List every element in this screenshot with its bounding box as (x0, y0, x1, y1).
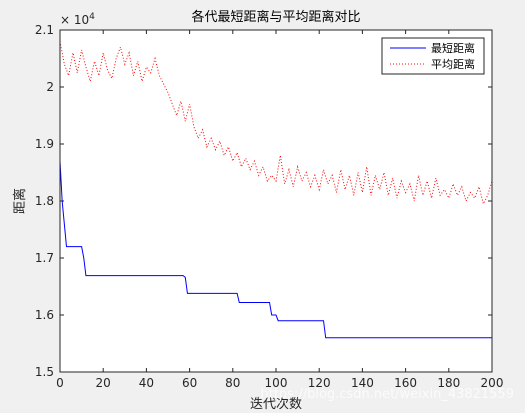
y-tick-label: 2.1 (35, 23, 54, 37)
y-tick-label: 2 (46, 80, 54, 94)
x-tick-label: 40 (139, 376, 154, 390)
x-tick-label: 120 (308, 376, 331, 390)
x-tick-label: 180 (437, 376, 460, 390)
y-axis-label: 距离 (12, 188, 28, 214)
y-axis-ticks: 1.5 1.6 1.7 1.8 1.9 2 2.1 (35, 23, 492, 379)
series-line-1 (59, 41, 493, 206)
series-layer (59, 41, 493, 339)
legend-label-shortest: 最短距离 (431, 41, 475, 55)
series-line-0 (59, 161, 492, 339)
x-tick-label: 200 (481, 376, 504, 390)
legend-box (381, 37, 485, 75)
x-tick-label: 0 (56, 376, 64, 390)
plot-area (60, 30, 492, 372)
chart-title: 各代最短距离与平均距离对比 (191, 9, 360, 25)
legend-label-average: 平均距离 (431, 57, 475, 71)
plot-frame (59, 29, 493, 373)
y-tick-label: 1.9 (35, 137, 54, 151)
legend: 最短距离 平均距离 (381, 37, 485, 75)
x-tick-label: 60 (182, 376, 197, 390)
x-axis-ticks: 0 20 40 60 80 100 120 140 160 180 200 (56, 30, 503, 390)
x-axis-label: 迭代次数 (250, 396, 302, 412)
x-tick-label: 160 (394, 376, 417, 390)
y-axis-exponent-power: 4 (89, 12, 95, 22)
x-tick-label: 140 (351, 376, 374, 390)
y-tick-label: 1.5 (35, 365, 54, 379)
y-tick-label: 1.7 (35, 251, 54, 265)
y-tick-label: 1.6 (35, 308, 54, 322)
y-axis-exponent: × 104 (60, 12, 95, 27)
x-tick-label: 100 (265, 376, 288, 390)
x-tick-label: 80 (225, 376, 240, 390)
x-tick-label: 20 (96, 376, 111, 390)
y-tick-label: 1.8 (35, 194, 54, 208)
y-axis-exponent-base: × 10 (60, 13, 89, 27)
watermark: https://blog.csdn.net/weixin_43821559 (260, 387, 514, 402)
